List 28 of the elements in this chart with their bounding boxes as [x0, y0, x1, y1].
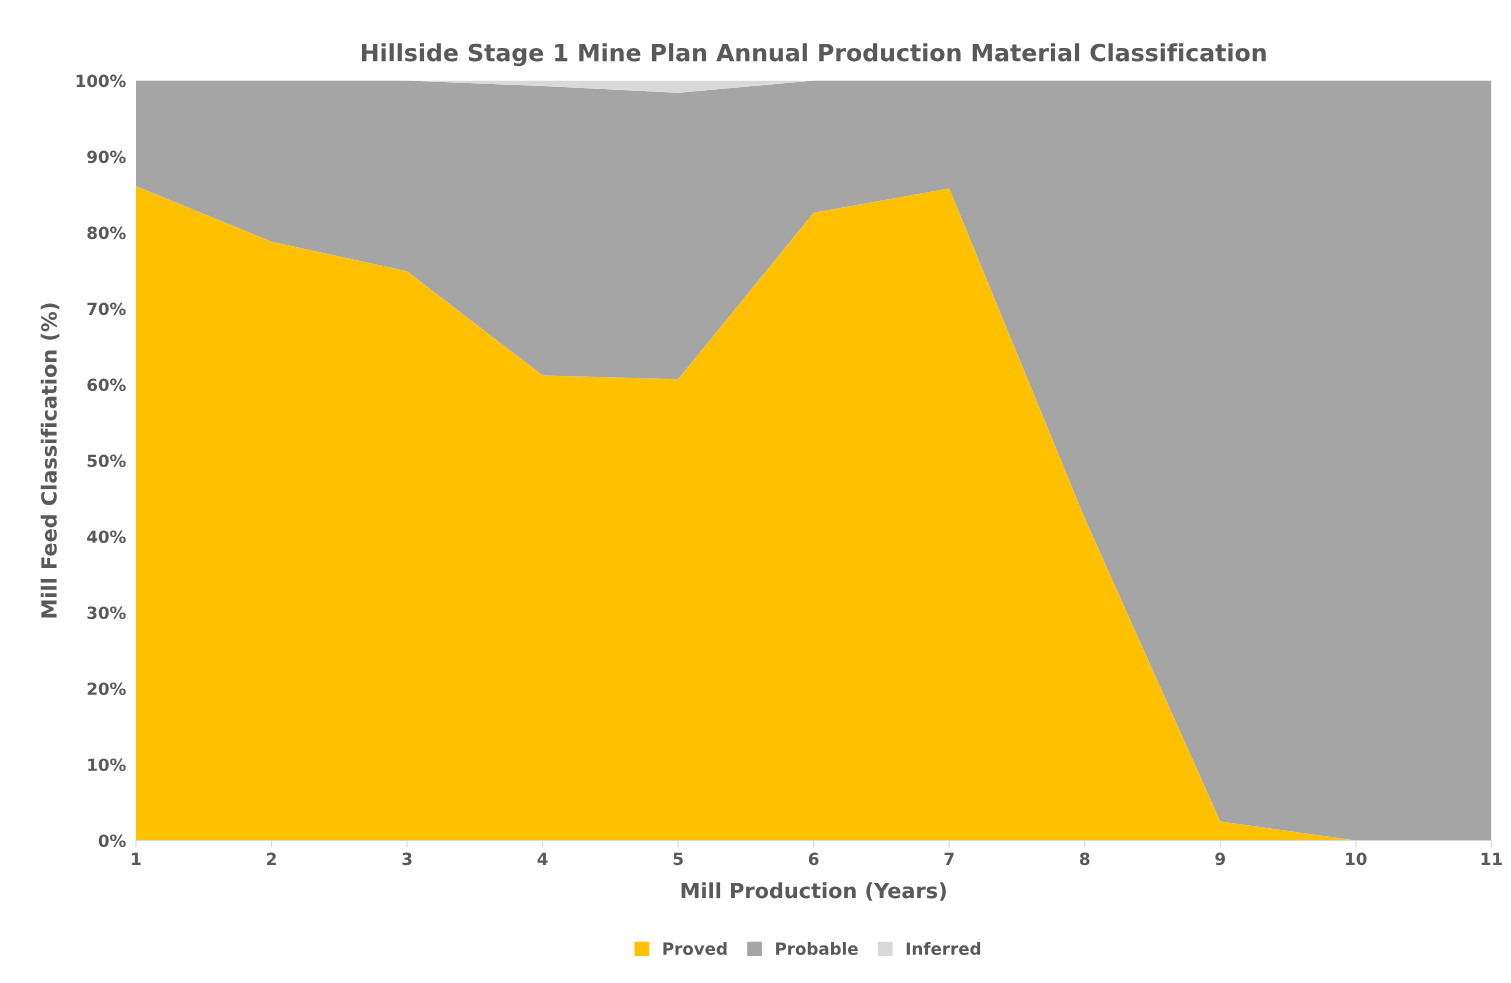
y-tick-label: 20% [87, 682, 126, 696]
x-tick-label: 5 [673, 852, 683, 866]
y-axis-title: Mill Feed Classification (%) [40, 303, 60, 618]
chart-title: Hillside Stage 1 Mine Plan Annual Production Material Classification [361, 43, 1266, 67]
x-tick-label: 1 [132, 852, 141, 865]
legend-label: Probable [776, 942, 858, 955]
y-tick-label: 10% [88, 758, 126, 772]
y-tick-label: 70% [87, 302, 126, 316]
y-tick-label: 60% [87, 378, 126, 392]
y-tick-label: 100% [76, 74, 126, 88]
x-axis-title: Mill Production (Years) [681, 882, 946, 901]
y-tick-label: 90% [87, 150, 126, 164]
y-tick-label: 30% [87, 606, 126, 620]
legend-label: Proved [663, 942, 727, 955]
legend-label: Inferred [906, 942, 981, 955]
y-tick-label: 40% [87, 530, 126, 544]
x-tick-label: 9 [1215, 852, 1226, 866]
y-tick-label: 50% [87, 454, 126, 468]
y-tick-label: 0% [98, 834, 126, 848]
x-tick-label: 4 [537, 852, 548, 865]
x-tick-label: 2 [267, 852, 276, 865]
x-tick-label: 11 [1481, 852, 1502, 865]
x-tick-label: 8 [1079, 852, 1090, 866]
x-tick-label: 10 [1346, 852, 1367, 866]
y-tick-label: 80% [87, 226, 126, 240]
x-tick-label: 3 [402, 852, 412, 866]
x-tick-label: 7 [944, 852, 954, 865]
x-tick-label: 6 [808, 852, 819, 866]
